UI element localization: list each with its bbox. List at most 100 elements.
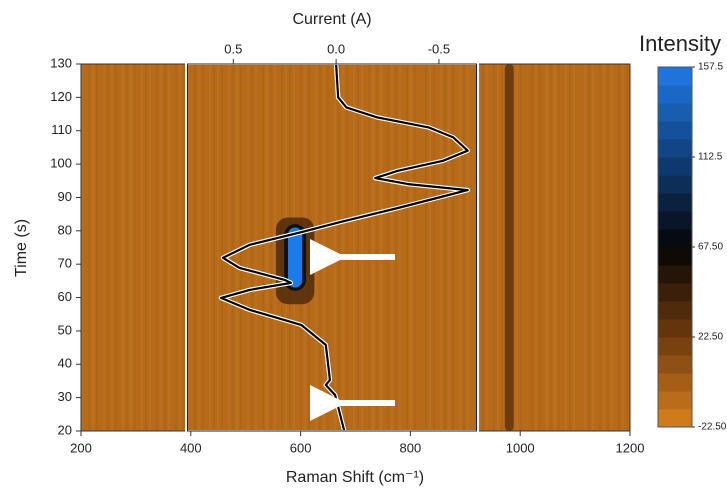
texture: [414, 64, 416, 431]
texture: [236, 64, 238, 431]
colorbar-band: [658, 373, 692, 392]
texture: [361, 64, 363, 431]
texture: [353, 64, 355, 431]
texture: [251, 64, 253, 431]
texture: [107, 64, 109, 431]
x-tick-label: 200: [70, 440, 92, 455]
x2-tick-label: -0.5: [428, 41, 450, 56]
texture: [315, 64, 317, 431]
texture: [334, 64, 336, 431]
colorbar-band: [658, 391, 692, 410]
texture: [115, 64, 117, 431]
texture: [565, 64, 567, 431]
texture: [622, 64, 624, 431]
texture: [433, 64, 435, 431]
texture: [482, 64, 484, 431]
colorbar-band: [658, 247, 692, 266]
texture: [168, 64, 170, 431]
texture: [368, 64, 370, 431]
plot-area: [81, 64, 630, 431]
texture: [607, 64, 609, 431]
x-tick-label: 800: [400, 440, 422, 455]
texture: [164, 64, 166, 431]
texture: [425, 64, 427, 431]
texture: [440, 64, 442, 431]
y-tick-label: 50: [58, 322, 72, 337]
colorbar-band: [658, 157, 692, 176]
colorbar-band: [658, 85, 692, 104]
x2-tick-label: 0.5: [224, 41, 242, 56]
colorbar-band: [658, 337, 692, 356]
texture: [156, 64, 158, 431]
texture: [516, 64, 518, 431]
texture: [111, 64, 113, 431]
colorbar-tick-label: 67.50: [698, 242, 723, 253]
texture: [599, 64, 601, 431]
colorbar-tick-label: 112.5: [698, 152, 723, 163]
colorbar-band: [658, 175, 692, 194]
colorbar-band: [658, 319, 692, 338]
texture: [546, 64, 548, 431]
colorbar-tick-label: 22.50: [698, 332, 723, 343]
texture: [467, 64, 469, 431]
texture: [228, 64, 230, 431]
texture: [573, 64, 575, 431]
texture: [194, 64, 196, 431]
y-tick-label: 80: [58, 222, 72, 237]
texture: [175, 64, 177, 431]
x-tick-label: 1000: [506, 440, 535, 455]
colorbar-band: [658, 355, 692, 374]
texture: [266, 64, 268, 431]
texture: [531, 64, 533, 431]
texture: [493, 64, 495, 431]
colorbar-band: [658, 121, 692, 140]
y-tick-label: 20: [58, 422, 72, 437]
texture: [92, 64, 94, 431]
x-tick-label: 400: [180, 440, 202, 455]
texture: [319, 64, 321, 431]
texture: [338, 64, 340, 431]
texture: [103, 64, 105, 431]
heatmap-cell: [505, 64, 514, 431]
texture: [209, 64, 211, 431]
y-tick-label: 110: [51, 122, 72, 137]
texture: [520, 64, 522, 431]
colorbar-band: [658, 103, 692, 122]
texture: [539, 64, 541, 431]
texture: [486, 64, 488, 431]
colorbar-band: [658, 193, 692, 212]
texture: [406, 64, 408, 431]
x-tick-label: 600: [290, 440, 312, 455]
texture: [399, 64, 401, 431]
texture: [429, 64, 431, 431]
y-tick-label: 130: [50, 55, 72, 70]
texture: [270, 64, 272, 431]
x2-axis-label: Current (A): [292, 11, 371, 28]
colorbar-band: [658, 139, 692, 158]
colorbar-band: [658, 283, 692, 302]
x2-tick-label: 0.0: [327, 41, 345, 56]
colorbar-band: [658, 409, 692, 428]
texture: [88, 64, 90, 431]
texture: [130, 64, 132, 431]
y-tick-label: 30: [58, 389, 72, 404]
texture: [221, 64, 223, 431]
texture: [126, 64, 128, 431]
texture: [160, 64, 162, 431]
texture: [217, 64, 219, 431]
texture: [452, 64, 454, 431]
texture: [535, 64, 537, 431]
texture: [262, 64, 264, 431]
texture: [558, 64, 560, 431]
texture: [588, 64, 590, 431]
texture: [618, 64, 620, 431]
texture: [213, 64, 215, 431]
texture: [501, 64, 503, 431]
y-tick-label: 100: [50, 156, 72, 171]
y-tick-label: 90: [58, 189, 72, 204]
texture: [202, 64, 204, 431]
texture: [448, 64, 450, 431]
texture: [463, 64, 465, 431]
texture: [550, 64, 552, 431]
